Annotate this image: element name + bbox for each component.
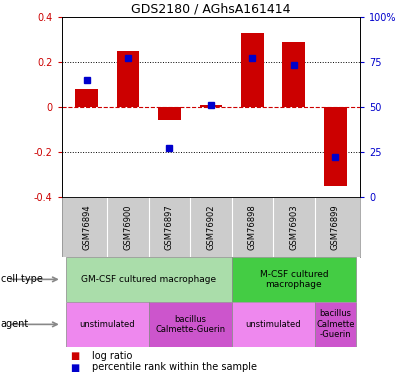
Bar bbox=[149, 302, 232, 347]
Text: cell type: cell type bbox=[1, 274, 43, 284]
Text: M-CSF cultured
macrophage: M-CSF cultured macrophage bbox=[259, 270, 328, 289]
Text: GSM76898: GSM76898 bbox=[248, 204, 257, 250]
Bar bbox=[199, 105, 222, 107]
Text: unstimulated: unstimulated bbox=[245, 320, 301, 329]
Text: ■: ■ bbox=[70, 363, 79, 372]
Bar bbox=[324, 107, 347, 186]
Text: percentile rank within the sample: percentile rank within the sample bbox=[92, 363, 257, 372]
Text: ■: ■ bbox=[70, 351, 79, 361]
Title: GDS2180 / AGhsA161414: GDS2180 / AGhsA161414 bbox=[131, 3, 291, 16]
Text: bacillus
Calmette
-Guerin: bacillus Calmette -Guerin bbox=[316, 309, 355, 339]
Text: GSM76894: GSM76894 bbox=[82, 204, 91, 250]
Text: bacillus
Calmette-Guerin: bacillus Calmette-Guerin bbox=[155, 315, 225, 334]
Bar bbox=[283, 42, 305, 107]
Bar bbox=[66, 257, 232, 302]
Text: GSM76900: GSM76900 bbox=[123, 204, 133, 250]
Text: GSM76902: GSM76902 bbox=[207, 204, 215, 250]
Bar bbox=[241, 33, 264, 107]
Bar bbox=[117, 51, 139, 107]
Text: GM-CSF cultured macrophage: GM-CSF cultured macrophage bbox=[81, 275, 217, 284]
Bar bbox=[75, 89, 98, 107]
Text: unstimulated: unstimulated bbox=[80, 320, 135, 329]
Text: agent: agent bbox=[1, 320, 29, 329]
Bar bbox=[158, 107, 181, 120]
Bar bbox=[232, 257, 356, 302]
Text: GSM76897: GSM76897 bbox=[165, 204, 174, 250]
Bar bbox=[66, 302, 149, 347]
Text: GSM76903: GSM76903 bbox=[289, 204, 298, 250]
Bar bbox=[314, 302, 356, 347]
Text: GSM76899: GSM76899 bbox=[331, 204, 340, 250]
Text: log ratio: log ratio bbox=[92, 351, 132, 361]
Bar bbox=[232, 302, 314, 347]
